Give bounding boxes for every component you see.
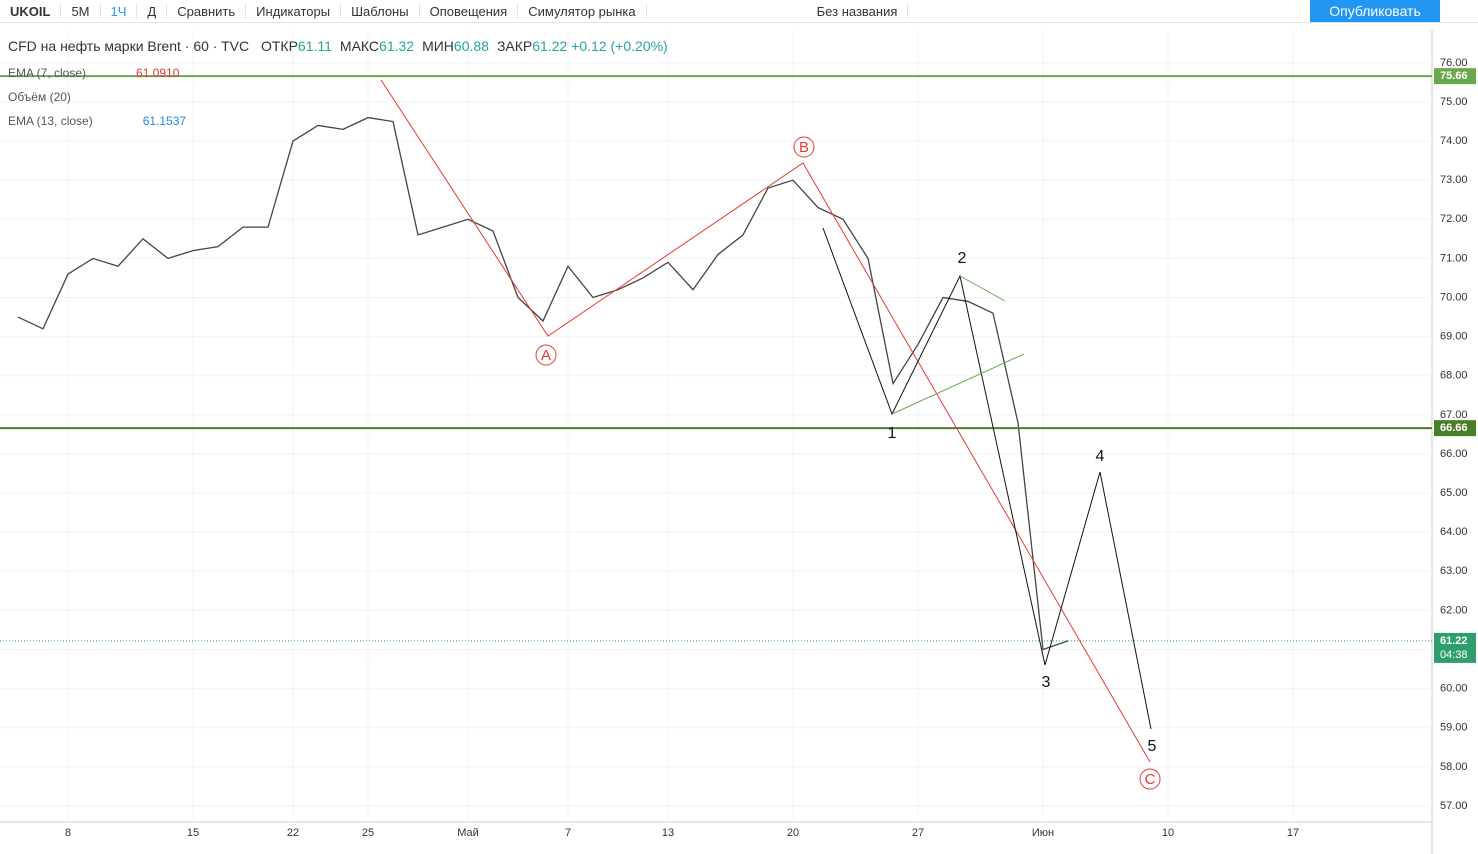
level-label: 66.66 [1440,422,1468,434]
interval[interactable]: 1Ч [101,3,138,19]
button[interactable]: Индикаторы [246,3,342,19]
x-tick-label: 7 [565,827,571,839]
indicator-name: EMA (7, close) [8,66,87,80]
wave-label: 5 [1148,738,1157,755]
price-line [17,116,1069,651]
symbol[interactable]: UKOIL [0,3,62,19]
publish-button[interactable]: Опубликовать [1310,0,1440,22]
wave-circle [1139,768,1161,790]
y-tick-label: 57.00 [1440,800,1468,812]
indicator: Объём (20) [8,90,71,104]
layout-name[interactable]: Без названия [807,3,909,19]
last-price-label: 61.22 [1440,635,1468,647]
y-tick-label: 74.00 [1440,135,1468,147]
y-tick-label: 73.00 [1440,174,1468,186]
y-tick-label: 63.00 [1440,565,1468,577]
ohlc: ОТКР61.11 МАКС61.32 МИН60.88 ЗАКР61.22 [253,38,567,54]
y-tick-label: 69.00 [1440,331,1468,343]
x-tick-label: 17 [1287,827,1299,839]
button[interactable]: Сравнить [167,3,247,19]
y-tick-label: 65.00 [1440,487,1468,499]
abc-wave [380,79,1151,763]
x-tick-label: 20 [787,827,799,839]
y-tick-label: 70.00 [1440,291,1468,303]
wave-label: C [1145,771,1156,788]
x-tick-label: 13 [662,827,674,839]
wave-label: 2 [958,250,967,267]
y-tick-label: 58.00 [1440,761,1468,773]
ohlc-value: 61.22 [532,38,568,54]
ohlc-value: 61.32 [379,38,415,54]
y-tick-label: 68.00 [1440,370,1468,382]
ohlc-label: МИН [422,38,454,54]
button[interactable]: Шаблоны [341,3,420,19]
level-label: 75.66 [1440,70,1468,82]
wave-label: 4 [1096,448,1105,465]
wave-label: B [799,139,809,156]
impulse-wave [822,227,1152,730]
ohlc-label: МАКС [339,38,380,54]
x-tick-label: Июн [1032,827,1054,839]
level-tag [1434,420,1476,437]
channel-line [891,353,1025,415]
indicator: EMA (13, close) 61.1537 [8,114,186,128]
indicator-value: 61.0910 [136,66,180,80]
wave-label: A [541,347,551,364]
interval[interactable]: Д [137,3,168,19]
last-price-tag [1434,632,1476,663]
x-tick-label: 10 [1162,827,1174,839]
y-tick-label: 71.00 [1440,252,1468,264]
toolbar: UKOIL 5М 1Ч Д Сравнить Индикаторы Шаблон… [0,0,1478,23]
x-tick-label: 8 [65,827,71,839]
y-tick-label: 75.00 [1440,96,1468,108]
wave-circle [793,136,815,158]
x-tick-label: 15 [187,827,199,839]
y-tick-label: 62.00 [1440,604,1468,616]
x-tick-label: 22 [287,827,299,839]
indicator-name: Объём (20) [8,90,71,104]
x-tick-label: Май [457,827,479,839]
y-tick-label: 76.00 [1440,57,1468,69]
ohlc-value: 61.11 [297,38,332,54]
channel-line [959,275,1006,302]
ohlc-label: ЗАКР [496,38,533,54]
y-tick-label: 59.00 [1440,722,1468,734]
indicator-value: 61.1537 [142,114,187,128]
interval[interactable]: 5М [61,3,101,19]
indicator: EMA (7, close) 61.0910 [8,66,179,80]
wave-label: 3 [1042,674,1051,691]
button[interactable]: Симулятор рынка [518,3,647,19]
y-tick-label: 67.00 [1440,409,1468,421]
x-tick-label: 27 [912,827,924,839]
indicator-name: EMA (13, close) [8,114,93,128]
change: +0.12 (+0.20%) [571,38,668,54]
y-tick-label: 64.00 [1440,526,1468,538]
wave-circle [535,344,557,366]
button[interactable]: Оповещения [420,3,519,19]
y-tick-label: 66.00 [1440,448,1468,460]
ohlc-label: ОТКР [260,38,298,54]
instrument: CFD на нефть марки Brent · 60 · TVC [8,38,250,54]
legend: CFD на нефть марки Brent · 60 · TVC ОТКР… [8,38,668,54]
ohlc-value: 60.88 [453,38,489,54]
y-tick-label: 60.00 [1440,683,1468,695]
wave-label: 1 [888,425,897,442]
y-tick-label: 72.00 [1440,213,1468,225]
x-tick-label: 25 [362,827,374,839]
countdown: 04:38 [1440,649,1468,661]
level-tag [1434,68,1476,85]
